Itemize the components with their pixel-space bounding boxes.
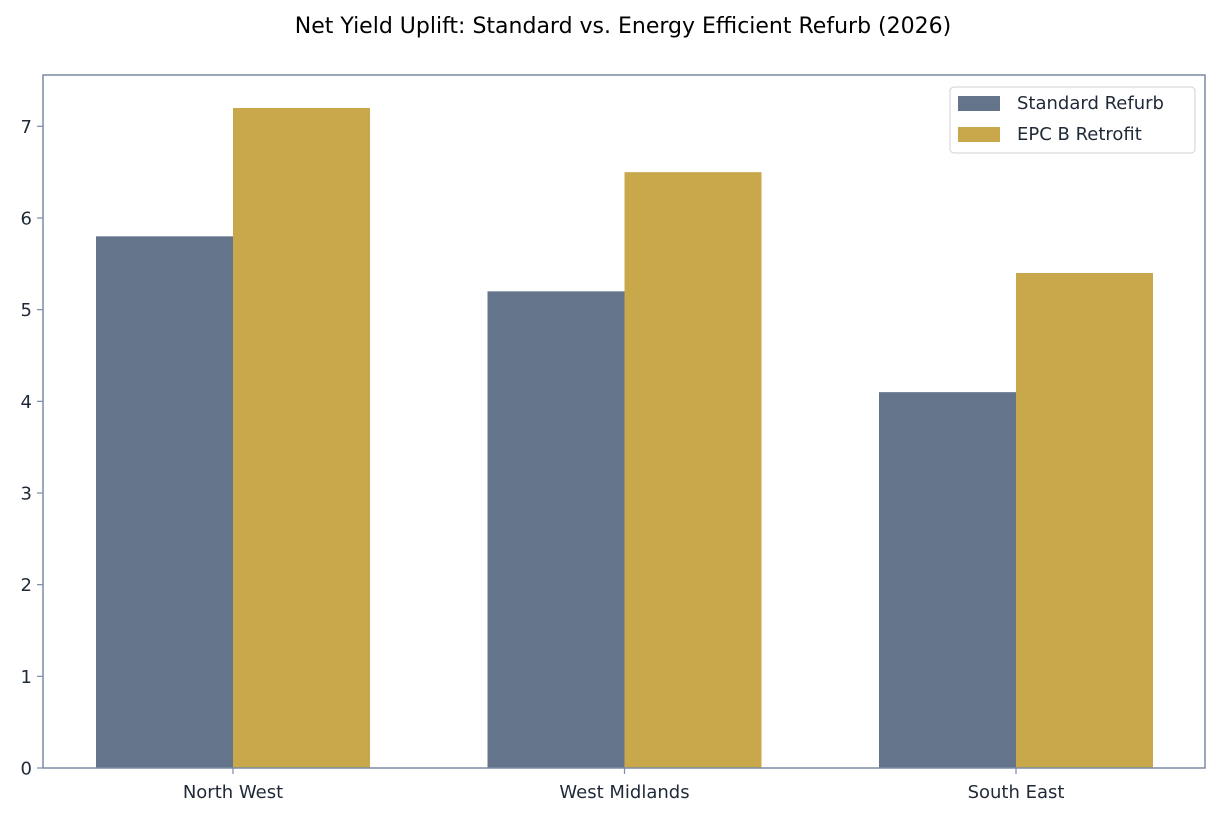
y-tick-label: 0 <box>21 759 32 780</box>
y-tick-label: 2 <box>21 575 32 596</box>
bar-standard-refurb-west-midlands <box>487 291 625 768</box>
y-tick-label: 1 <box>21 667 32 688</box>
y-tick-label: 3 <box>21 484 32 505</box>
bar-epc-b-retrofit-west-midlands <box>624 172 762 768</box>
legend-label: EPC B Retrofit <box>1017 124 1142 145</box>
x-tick-label: South East <box>968 782 1065 803</box>
bar-standard-refurb-north-west <box>96 236 233 769</box>
y-tick-label: 5 <box>21 300 32 321</box>
legend-label: Standard Refurb <box>1017 93 1164 114</box>
y-axis: 0 1 2 3 4 5 6 7 <box>21 117 43 780</box>
bar-epc-b-retrofit-north-west <box>233 108 370 768</box>
legend-swatch <box>958 96 1000 111</box>
y-tick-label: 4 <box>21 392 32 413</box>
bars-layer <box>96 108 1153 769</box>
x-tick-label: North West <box>183 782 283 803</box>
legend-swatch <box>958 127 1000 142</box>
legend-box <box>949 86 1196 154</box>
bar-epc-b-retrofit-south-east <box>1016 273 1153 768</box>
y-tick-label: 7 <box>21 117 32 138</box>
chart-title: Net Yield Uplift: Standard vs. Energy Ef… <box>295 14 951 39</box>
x-tick-label: West Midlands <box>559 782 689 803</box>
bar-standard-refurb-south-east <box>879 392 1016 768</box>
x-axis: North West West Midlands South East <box>183 768 1065 803</box>
y-tick-label: 6 <box>21 209 32 230</box>
legend: Standard Refurb EPC B Retrofit <box>949 86 1196 154</box>
